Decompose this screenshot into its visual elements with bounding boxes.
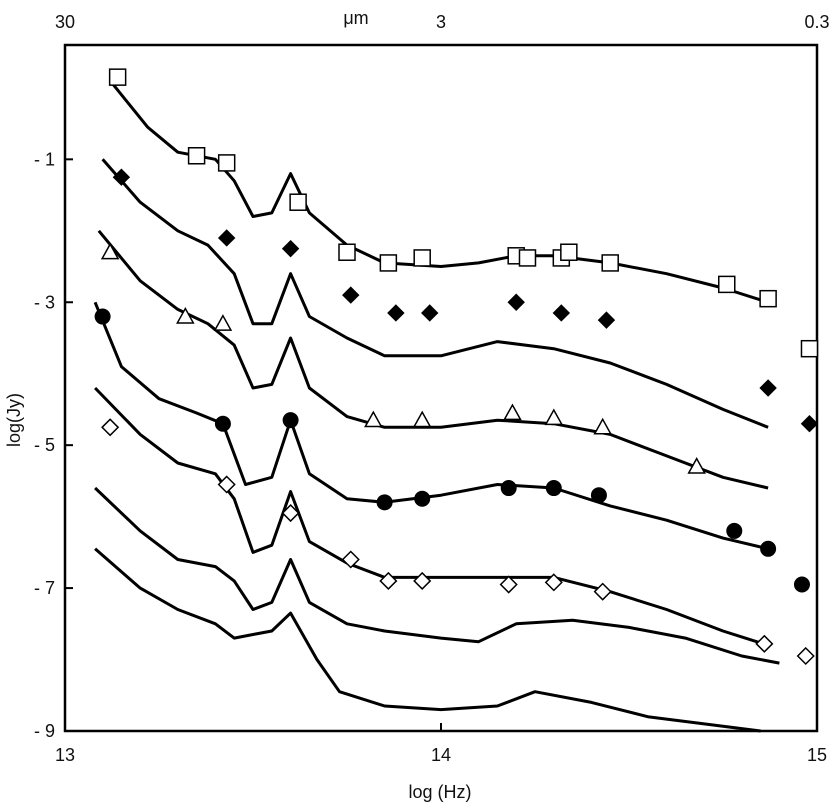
series-line [93, 301, 769, 551]
data-point [217, 229, 236, 247]
data-point [217, 154, 236, 172]
data-point [560, 243, 578, 261]
top-tick-label: 0.3 [804, 12, 829, 32]
data-point [726, 522, 743, 539]
data-point [590, 487, 607, 504]
top-tick-label: 3 [436, 12, 446, 32]
data-point [214, 415, 231, 432]
data-point [421, 304, 439, 322]
y-tick-label: - 3 [34, 292, 55, 312]
data-point [342, 286, 360, 304]
data-point [545, 480, 562, 497]
x-tick-label: 13 [55, 745, 75, 765]
data-point [341, 550, 360, 569]
x-tick-label: 14 [431, 745, 451, 765]
data-point [800, 339, 819, 358]
data-point [552, 304, 571, 322]
axis-ticks [64, 158, 818, 732]
data-point [413, 571, 432, 590]
data-point [213, 314, 233, 331]
data-point [281, 503, 300, 523]
data-point [217, 475, 236, 494]
y-tick-label: - 7 [34, 578, 55, 598]
data-point [755, 634, 774, 653]
data-point [500, 480, 517, 497]
data-point [412, 410, 432, 428]
data-point [101, 418, 120, 437]
data-point [800, 415, 819, 433]
data-point [759, 379, 777, 397]
data-point [379, 254, 398, 272]
y-axis-title: log(Jy) [4, 393, 24, 447]
y-tick-label: - 5 [34, 435, 55, 455]
series-line [94, 486, 780, 665]
data-point [100, 242, 120, 260]
data-point [376, 494, 393, 511]
data-point [544, 408, 564, 426]
data-point [112, 168, 131, 186]
x-axis-title: log (Hz) [408, 782, 471, 802]
data-point [796, 646, 815, 666]
data-point [503, 403, 522, 421]
data-point [338, 243, 356, 261]
series-line [108, 79, 769, 304]
data-point [413, 249, 431, 267]
y-tick-label: - 9 [34, 721, 55, 741]
data-point [507, 293, 525, 311]
data-point [718, 275, 736, 294]
data-point [108, 68, 127, 86]
data-point [597, 311, 616, 329]
data-point [601, 254, 619, 272]
data-point [593, 417, 612, 435]
series-line [94, 386, 769, 647]
data-point [760, 540, 777, 557]
plot-frame [63, 43, 819, 733]
data-point [414, 490, 431, 507]
tick-labels: 13 14 15 - 1 - 3 - 5 - 7 - 9 30 3 0.3 [34, 12, 830, 765]
data-point [518, 249, 537, 267]
data-point [176, 306, 195, 324]
series-line [97, 229, 769, 490]
data-point [364, 410, 383, 428]
data-point [387, 304, 405, 322]
data-point [289, 193, 307, 211]
data-point [281, 239, 300, 258]
data-point [544, 573, 563, 592]
data-point [379, 571, 398, 590]
y-tick-label: - 1 [34, 149, 55, 169]
series-line [94, 547, 761, 733]
data-point [593, 582, 612, 601]
top-tick-label: 30 [55, 12, 75, 32]
data-point [687, 457, 706, 474]
data-point [187, 147, 206, 165]
series-line [101, 158, 769, 429]
data-point [759, 289, 777, 308]
data-point [282, 412, 299, 429]
series-markers [94, 68, 819, 666]
top-axis-label: μm [343, 8, 368, 28]
data-point [94, 308, 111, 325]
data-point [499, 575, 518, 594]
series-curves [93, 79, 780, 733]
data-point [793, 576, 810, 593]
x-tick-label: 15 [807, 745, 827, 765]
